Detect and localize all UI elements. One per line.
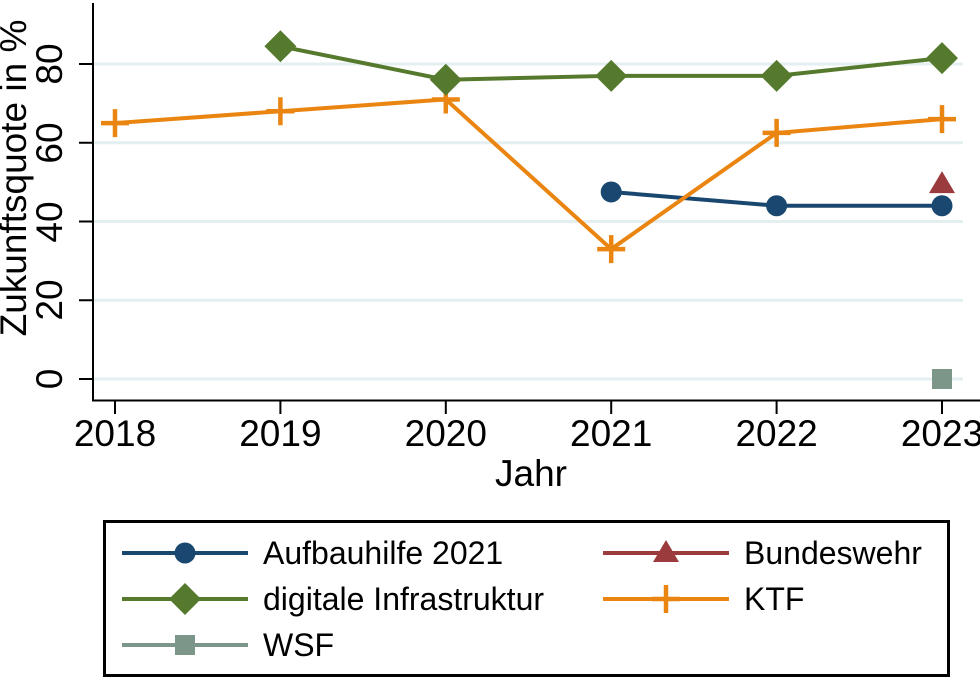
legend-symbol bbox=[122, 583, 248, 615]
legend-entry: WSF bbox=[122, 623, 334, 667]
y-tick-label: 80 bbox=[29, 43, 70, 85]
marker-plus bbox=[928, 105, 956, 134]
marker-circle bbox=[600, 181, 622, 203]
legend-symbol bbox=[603, 540, 729, 562]
y-tick-label: 20 bbox=[29, 279, 70, 321]
marker-square bbox=[932, 369, 952, 389]
x-tick-label: 2019 bbox=[239, 413, 322, 454]
x-tick-label: 2020 bbox=[404, 413, 487, 454]
legend-entry: digitale Infrastruktur bbox=[122, 577, 544, 621]
marker-plus bbox=[266, 97, 295, 126]
legend-label: KTF bbox=[744, 581, 805, 617]
marker-square bbox=[175, 635, 195, 655]
legend-entry: Bundeswehr bbox=[603, 531, 922, 575]
marker-diamond bbox=[595, 59, 628, 92]
plot-area bbox=[79, 3, 980, 414]
y-tick-label: 0 bbox=[29, 368, 70, 390]
series-line-3 bbox=[114, 97, 943, 252]
x-axis-title: Jahr bbox=[495, 453, 567, 494]
marker-triangle bbox=[929, 171, 955, 194]
y-tick-label: 60 bbox=[29, 122, 70, 164]
y-tick-label: 40 bbox=[29, 200, 70, 243]
x-tick-label: 2023 bbox=[900, 413, 980, 454]
legend-label: digitale Infrastruktur bbox=[263, 581, 545, 617]
marker-diamond bbox=[760, 59, 793, 92]
marker-plus bbox=[101, 109, 129, 138]
marker-diamond bbox=[264, 30, 297, 63]
legend-label: WSF bbox=[263, 627, 335, 663]
legend-entry: Aufbauhilfe 2021 bbox=[122, 531, 503, 575]
marker-plus bbox=[762, 118, 791, 147]
marker-circle bbox=[174, 542, 196, 564]
legend: Aufbauhilfe 2021 Bundeswehr digitale Infra… bbox=[103, 520, 950, 677]
legend-symbol bbox=[122, 542, 248, 564]
marker-diamond bbox=[926, 42, 958, 75]
marker-triangle bbox=[653, 540, 679, 562]
legend-label: Bundeswehr bbox=[744, 535, 922, 571]
marker-circle bbox=[931, 195, 953, 217]
marker-plus bbox=[597, 235, 626, 264]
legend-symbol bbox=[122, 635, 248, 655]
x-tick-label: 2021 bbox=[570, 413, 653, 454]
marker-diamond bbox=[169, 583, 201, 615]
marker-circle bbox=[766, 195, 788, 217]
x-tick-label: 2018 bbox=[73, 413, 157, 454]
legend-symbol bbox=[603, 585, 729, 613]
marker-diamond bbox=[429, 63, 462, 96]
legend-label: Aufbauhilfe 2021 bbox=[263, 535, 504, 571]
marker-plus bbox=[652, 585, 680, 613]
legend-entry: KTF bbox=[603, 577, 804, 621]
x-tick-label: 2022 bbox=[735, 413, 818, 454]
